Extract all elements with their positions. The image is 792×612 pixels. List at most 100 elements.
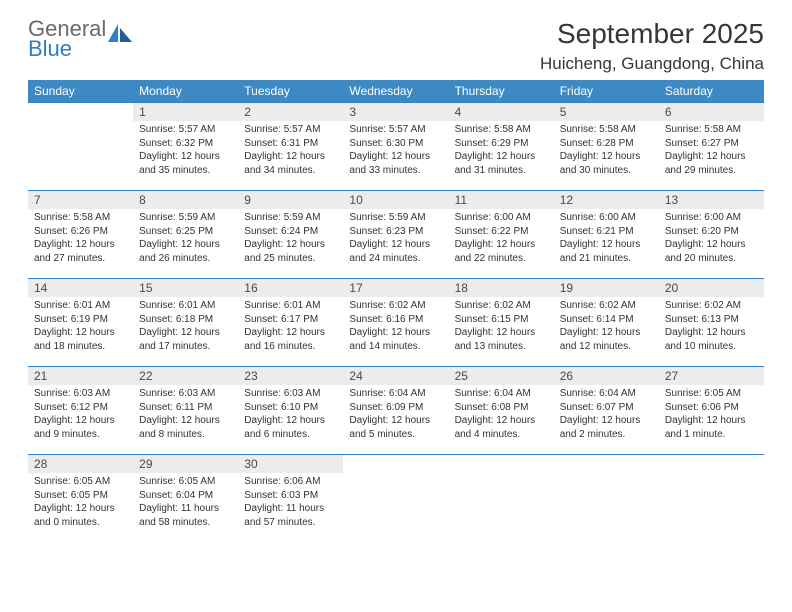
title-block: September 2025 Huicheng, Guangdong, Chin… bbox=[540, 18, 764, 74]
day-details: Sunrise: 6:00 AMSunset: 6:21 PMDaylight:… bbox=[554, 209, 659, 269]
logo-word-2: Blue bbox=[28, 38, 106, 60]
day-number: 11 bbox=[449, 191, 554, 209]
day-number: 24 bbox=[343, 367, 448, 385]
calendar-day-cell: 15Sunrise: 6:01 AMSunset: 6:18 PMDayligh… bbox=[133, 279, 238, 367]
day-details: Sunrise: 6:03 AMSunset: 6:10 PMDaylight:… bbox=[238, 385, 343, 445]
calendar-day-cell: 4Sunrise: 5:58 AMSunset: 6:29 PMDaylight… bbox=[449, 103, 554, 191]
location: Huicheng, Guangdong, China bbox=[540, 54, 764, 74]
day-number: 27 bbox=[659, 367, 764, 385]
calendar-day-cell: 27Sunrise: 6:05 AMSunset: 6:06 PMDayligh… bbox=[659, 367, 764, 455]
day-details: Sunrise: 6:01 AMSunset: 6:18 PMDaylight:… bbox=[133, 297, 238, 357]
calendar-table: SundayMondayTuesdayWednesdayThursdayFrid… bbox=[28, 80, 764, 543]
day-details: Sunrise: 6:04 AMSunset: 6:07 PMDaylight:… bbox=[554, 385, 659, 445]
day-number: 18 bbox=[449, 279, 554, 297]
day-number: 21 bbox=[28, 367, 133, 385]
calendar-day-cell: 20Sunrise: 6:02 AMSunset: 6:13 PMDayligh… bbox=[659, 279, 764, 367]
day-number: 14 bbox=[28, 279, 133, 297]
calendar-day-cell: 6Sunrise: 5:58 AMSunset: 6:27 PMDaylight… bbox=[659, 103, 764, 191]
day-number: 29 bbox=[133, 455, 238, 473]
day-number: 12 bbox=[554, 191, 659, 209]
day-number: 10 bbox=[343, 191, 448, 209]
calendar-day-cell: 29Sunrise: 6:05 AMSunset: 6:04 PMDayligh… bbox=[133, 455, 238, 543]
calendar-day-cell: 28Sunrise: 6:05 AMSunset: 6:05 PMDayligh… bbox=[28, 455, 133, 543]
day-details: Sunrise: 6:05 AMSunset: 6:06 PMDaylight:… bbox=[659, 385, 764, 445]
day-details: Sunrise: 6:02 AMSunset: 6:16 PMDaylight:… bbox=[343, 297, 448, 357]
day-number: 30 bbox=[238, 455, 343, 473]
day-details: Sunrise: 6:04 AMSunset: 6:08 PMDaylight:… bbox=[449, 385, 554, 445]
calendar-day-cell: 18Sunrise: 6:02 AMSunset: 6:15 PMDayligh… bbox=[449, 279, 554, 367]
day-details: Sunrise: 6:02 AMSunset: 6:13 PMDaylight:… bbox=[659, 297, 764, 357]
calendar-day-cell: 14Sunrise: 6:01 AMSunset: 6:19 PMDayligh… bbox=[28, 279, 133, 367]
day-details: Sunrise: 6:05 AMSunset: 6:05 PMDaylight:… bbox=[28, 473, 133, 533]
day-number: 3 bbox=[343, 103, 448, 121]
calendar-day-cell: 13Sunrise: 6:00 AMSunset: 6:20 PMDayligh… bbox=[659, 191, 764, 279]
day-details: Sunrise: 5:58 AMSunset: 6:26 PMDaylight:… bbox=[28, 209, 133, 269]
day-details: Sunrise: 6:02 AMSunset: 6:15 PMDaylight:… bbox=[449, 297, 554, 357]
day-details: Sunrise: 6:00 AMSunset: 6:22 PMDaylight:… bbox=[449, 209, 554, 269]
calendar-day-cell: 12Sunrise: 6:00 AMSunset: 6:21 PMDayligh… bbox=[554, 191, 659, 279]
logo-text: General Blue bbox=[28, 18, 106, 60]
calendar-day-cell: 22Sunrise: 6:03 AMSunset: 6:11 PMDayligh… bbox=[133, 367, 238, 455]
column-header: Tuesday bbox=[238, 80, 343, 103]
calendar-day-cell: 1Sunrise: 5:57 AMSunset: 6:32 PMDaylight… bbox=[133, 103, 238, 191]
calendar-day-cell bbox=[28, 103, 133, 191]
day-details: Sunrise: 6:01 AMSunset: 6:17 PMDaylight:… bbox=[238, 297, 343, 357]
calendar-day-cell: 24Sunrise: 6:04 AMSunset: 6:09 PMDayligh… bbox=[343, 367, 448, 455]
calendar-day-cell bbox=[554, 455, 659, 543]
calendar-day-cell: 19Sunrise: 6:02 AMSunset: 6:14 PMDayligh… bbox=[554, 279, 659, 367]
column-header: Wednesday bbox=[343, 80, 448, 103]
logo-sail-icon bbox=[108, 22, 134, 44]
day-number: 23 bbox=[238, 367, 343, 385]
calendar-body: 1Sunrise: 5:57 AMSunset: 6:32 PMDaylight… bbox=[28, 103, 764, 543]
day-number: 16 bbox=[238, 279, 343, 297]
calendar-day-cell: 2Sunrise: 5:57 AMSunset: 6:31 PMDaylight… bbox=[238, 103, 343, 191]
day-number: 7 bbox=[28, 191, 133, 209]
calendar-week-row: 7Sunrise: 5:58 AMSunset: 6:26 PMDaylight… bbox=[28, 191, 764, 279]
day-details: Sunrise: 6:00 AMSunset: 6:20 PMDaylight:… bbox=[659, 209, 764, 269]
calendar-week-row: 1Sunrise: 5:57 AMSunset: 6:32 PMDaylight… bbox=[28, 103, 764, 191]
column-header: Sunday bbox=[28, 80, 133, 103]
column-header: Saturday bbox=[659, 80, 764, 103]
day-number: 15 bbox=[133, 279, 238, 297]
day-details: Sunrise: 5:57 AMSunset: 6:32 PMDaylight:… bbox=[133, 121, 238, 181]
day-number: 20 bbox=[659, 279, 764, 297]
day-details: Sunrise: 6:02 AMSunset: 6:14 PMDaylight:… bbox=[554, 297, 659, 357]
day-details: Sunrise: 5:58 AMSunset: 6:29 PMDaylight:… bbox=[449, 121, 554, 181]
day-details: Sunrise: 5:57 AMSunset: 6:30 PMDaylight:… bbox=[343, 121, 448, 181]
day-details: Sunrise: 5:57 AMSunset: 6:31 PMDaylight:… bbox=[238, 121, 343, 181]
day-details: Sunrise: 5:59 AMSunset: 6:23 PMDaylight:… bbox=[343, 209, 448, 269]
calendar-day-cell: 16Sunrise: 6:01 AMSunset: 6:17 PMDayligh… bbox=[238, 279, 343, 367]
day-number: 17 bbox=[343, 279, 448, 297]
day-number: 4 bbox=[449, 103, 554, 121]
calendar-week-row: 14Sunrise: 6:01 AMSunset: 6:19 PMDayligh… bbox=[28, 279, 764, 367]
header: General Blue September 2025 Huicheng, Gu… bbox=[28, 18, 764, 74]
calendar-day-cell: 17Sunrise: 6:02 AMSunset: 6:16 PMDayligh… bbox=[343, 279, 448, 367]
column-header: Thursday bbox=[449, 80, 554, 103]
calendar-day-cell bbox=[659, 455, 764, 543]
day-details: Sunrise: 6:01 AMSunset: 6:19 PMDaylight:… bbox=[28, 297, 133, 357]
month-title: September 2025 bbox=[540, 18, 764, 50]
calendar-day-cell: 26Sunrise: 6:04 AMSunset: 6:07 PMDayligh… bbox=[554, 367, 659, 455]
day-details: Sunrise: 6:03 AMSunset: 6:12 PMDaylight:… bbox=[28, 385, 133, 445]
calendar-day-cell: 23Sunrise: 6:03 AMSunset: 6:10 PMDayligh… bbox=[238, 367, 343, 455]
day-details: Sunrise: 5:58 AMSunset: 6:28 PMDaylight:… bbox=[554, 121, 659, 181]
day-number: 25 bbox=[449, 367, 554, 385]
day-number: 1 bbox=[133, 103, 238, 121]
calendar-head: SundayMondayTuesdayWednesdayThursdayFrid… bbox=[28, 80, 764, 103]
calendar-week-row: 21Sunrise: 6:03 AMSunset: 6:12 PMDayligh… bbox=[28, 367, 764, 455]
day-details: Sunrise: 5:59 AMSunset: 6:24 PMDaylight:… bbox=[238, 209, 343, 269]
day-number: 9 bbox=[238, 191, 343, 209]
calendar-day-cell: 10Sunrise: 5:59 AMSunset: 6:23 PMDayligh… bbox=[343, 191, 448, 279]
day-number: 2 bbox=[238, 103, 343, 121]
calendar-day-cell: 25Sunrise: 6:04 AMSunset: 6:08 PMDayligh… bbox=[449, 367, 554, 455]
day-details: Sunrise: 6:04 AMSunset: 6:09 PMDaylight:… bbox=[343, 385, 448, 445]
day-number: 26 bbox=[554, 367, 659, 385]
day-number: 13 bbox=[659, 191, 764, 209]
calendar-day-cell: 9Sunrise: 5:59 AMSunset: 6:24 PMDaylight… bbox=[238, 191, 343, 279]
day-details: Sunrise: 5:58 AMSunset: 6:27 PMDaylight:… bbox=[659, 121, 764, 181]
calendar-day-cell: 8Sunrise: 5:59 AMSunset: 6:25 PMDaylight… bbox=[133, 191, 238, 279]
calendar-day-cell: 3Sunrise: 5:57 AMSunset: 6:30 PMDaylight… bbox=[343, 103, 448, 191]
day-details: Sunrise: 6:03 AMSunset: 6:11 PMDaylight:… bbox=[133, 385, 238, 445]
day-number: 22 bbox=[133, 367, 238, 385]
column-header: Friday bbox=[554, 80, 659, 103]
